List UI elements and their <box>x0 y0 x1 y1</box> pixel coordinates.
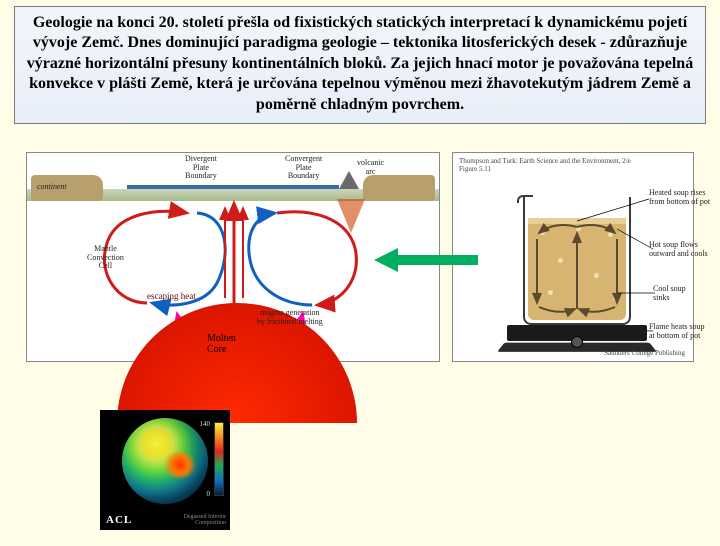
label-heated-rises: Heated soup rises from bottom of pot <box>649 189 710 206</box>
label-flame: Flame heats soup at bottom of pot <box>649 323 705 340</box>
label-dial: OFF — HIGH <box>547 329 582 335</box>
intro-text-box: Geologie na konci 20. století přešla od … <box>14 6 706 124</box>
label-convergent: Convergent Plate Boundary <box>285 155 322 180</box>
scale-min: 0 <box>207 490 211 498</box>
globe-temperature-render: 140 0 ACL Degassed Interior Composition <box>100 410 230 530</box>
label-magma: magma generation by frictional melting <box>257 309 323 326</box>
acl-logo: ACL <box>106 514 132 526</box>
label-mantle-cell: Mantle Convection Cell <box>87 245 124 270</box>
globe-sphere <box>122 418 208 504</box>
globe-caption: Degassed Interior Composition <box>184 514 226 526</box>
convection-analogy-diagram: Thompson and Turk: Earth Science and the… <box>452 152 694 362</box>
label-cool-sinks: Cool soup sinks <box>653 285 686 302</box>
label-hot-flows: Hot soup flows outward and cools <box>649 241 708 258</box>
figure-row: escaping heat Molten Core Divergent Plat… <box>0 152 720 362</box>
scale-max: 140 <box>200 420 211 428</box>
color-scale <box>214 422 224 496</box>
label-continent: continent <box>37 183 67 191</box>
globe-hotspot <box>162 452 198 478</box>
label-volcanic-arc: volcanic arc <box>357 159 384 176</box>
green-arrow-icon <box>374 246 478 274</box>
label-molten-core: Molten Core <box>207 333 236 355</box>
label-escaping-heat: escaping heat <box>147 291 196 301</box>
label-divergent: Divergent Plate Boundary <box>185 155 217 180</box>
publisher-credit: Saunders College Publishing <box>604 349 685 357</box>
